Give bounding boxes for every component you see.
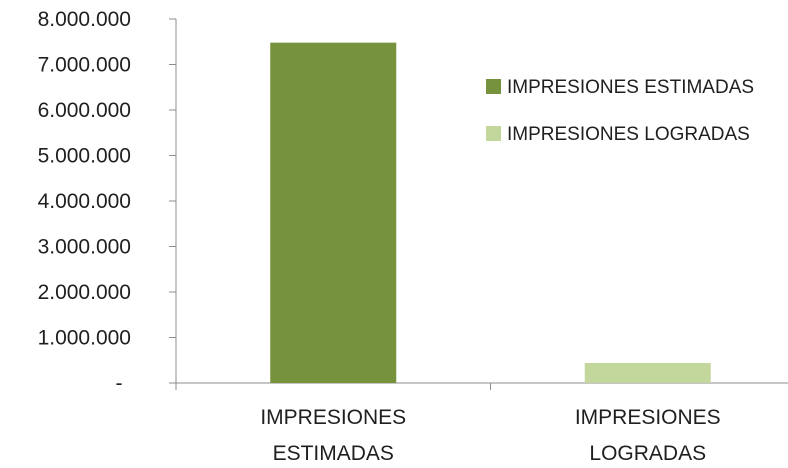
y-tick-label: 6.000.000 bbox=[38, 99, 131, 122]
bars bbox=[270, 42, 711, 383]
y-axis: - 1.000.000 2.000.000 3.000.000 4.000.000 5.0… bbox=[38, 8, 177, 395]
bar bbox=[584, 362, 711, 383]
x-tick-label: IMPRESIONES bbox=[260, 406, 406, 429]
x-tick-label: LOGRADAS bbox=[589, 442, 706, 463]
x-tick-label: ESTIMADAS bbox=[273, 442, 394, 463]
y-tick-label: 7.000.000 bbox=[38, 54, 131, 77]
legend: IMPRESIONES ESTIMADAS IMPRESIONES LOGRADA… bbox=[486, 77, 754, 145]
y-tick-label: 2.000.000 bbox=[38, 281, 131, 304]
y-tick-label: 4.000.000 bbox=[38, 190, 131, 213]
y-tick-label: 3.000.000 bbox=[38, 236, 131, 259]
legend-swatch bbox=[486, 79, 501, 94]
legend-swatch bbox=[486, 126, 501, 141]
x-axis: IMPRESIONES ESTIMADAS IMPRESIONES LOGRADAS bbox=[175, 382, 788, 465]
y-tick-label: 8.000.000 bbox=[38, 8, 131, 31]
y-tick-label: 1.000.000 bbox=[38, 327, 131, 350]
bar bbox=[270, 42, 397, 383]
legend-label: IMPRESIONES LOGRADAS bbox=[507, 124, 750, 145]
y-tick-label: 5.000.000 bbox=[38, 145, 131, 168]
x-tick-label: IMPRESIONES bbox=[575, 406, 721, 429]
legend-label: IMPRESIONES ESTIMADAS bbox=[507, 77, 754, 98]
y-tick-label: - bbox=[116, 372, 123, 395]
